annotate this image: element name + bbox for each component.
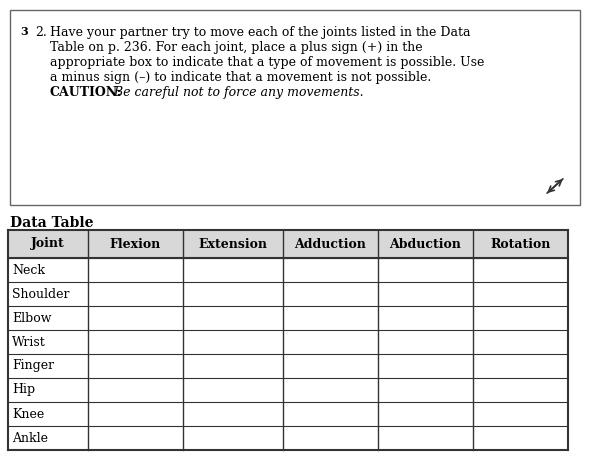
Text: Neck: Neck: [12, 264, 45, 276]
Bar: [8, 426, 568, 450]
Text: Extension: Extension: [198, 238, 268, 250]
Text: Data Table: Data Table: [10, 216, 94, 230]
Text: Shoulder: Shoulder: [12, 287, 69, 301]
Text: 2.: 2.: [35, 26, 47, 39]
Text: Flexion: Flexion: [110, 238, 161, 250]
Text: Knee: Knee: [12, 408, 44, 420]
Text: 3: 3: [20, 26, 28, 37]
Text: Wrist: Wrist: [12, 335, 46, 349]
Bar: [8, 402, 568, 426]
Bar: [8, 282, 568, 306]
Text: CAUTION:: CAUTION:: [50, 86, 122, 99]
Text: Table on p. 236. For each joint, place a plus sign (+) in the: Table on p. 236. For each joint, place a…: [50, 41, 423, 54]
Bar: [8, 354, 568, 378]
Text: Joint: Joint: [31, 238, 65, 250]
Bar: [8, 330, 568, 354]
Text: a minus sign (–) to indicate that a movement is not possible.: a minus sign (–) to indicate that a move…: [50, 71, 431, 84]
Text: Have your partner try to move each of the joints listed in the Data: Have your partner try to move each of th…: [50, 26, 471, 39]
Text: Elbow: Elbow: [12, 312, 52, 324]
Text: appropriate box to indicate that a type of movement is possible. Use: appropriate box to indicate that a type …: [50, 56, 485, 69]
Text: Be careful not to force any movements.: Be careful not to force any movements.: [110, 86, 364, 99]
Bar: [8, 230, 568, 258]
Text: Rotation: Rotation: [490, 238, 551, 250]
Bar: [8, 378, 568, 402]
FancyBboxPatch shape: [10, 10, 580, 205]
Text: Abduction: Abduction: [390, 238, 461, 250]
Bar: [8, 258, 568, 282]
Text: Hip: Hip: [12, 383, 35, 397]
Text: Adduction: Adduction: [294, 238, 367, 250]
Text: Finger: Finger: [12, 360, 54, 372]
Text: Ankle: Ankle: [12, 431, 48, 445]
Bar: [8, 306, 568, 330]
